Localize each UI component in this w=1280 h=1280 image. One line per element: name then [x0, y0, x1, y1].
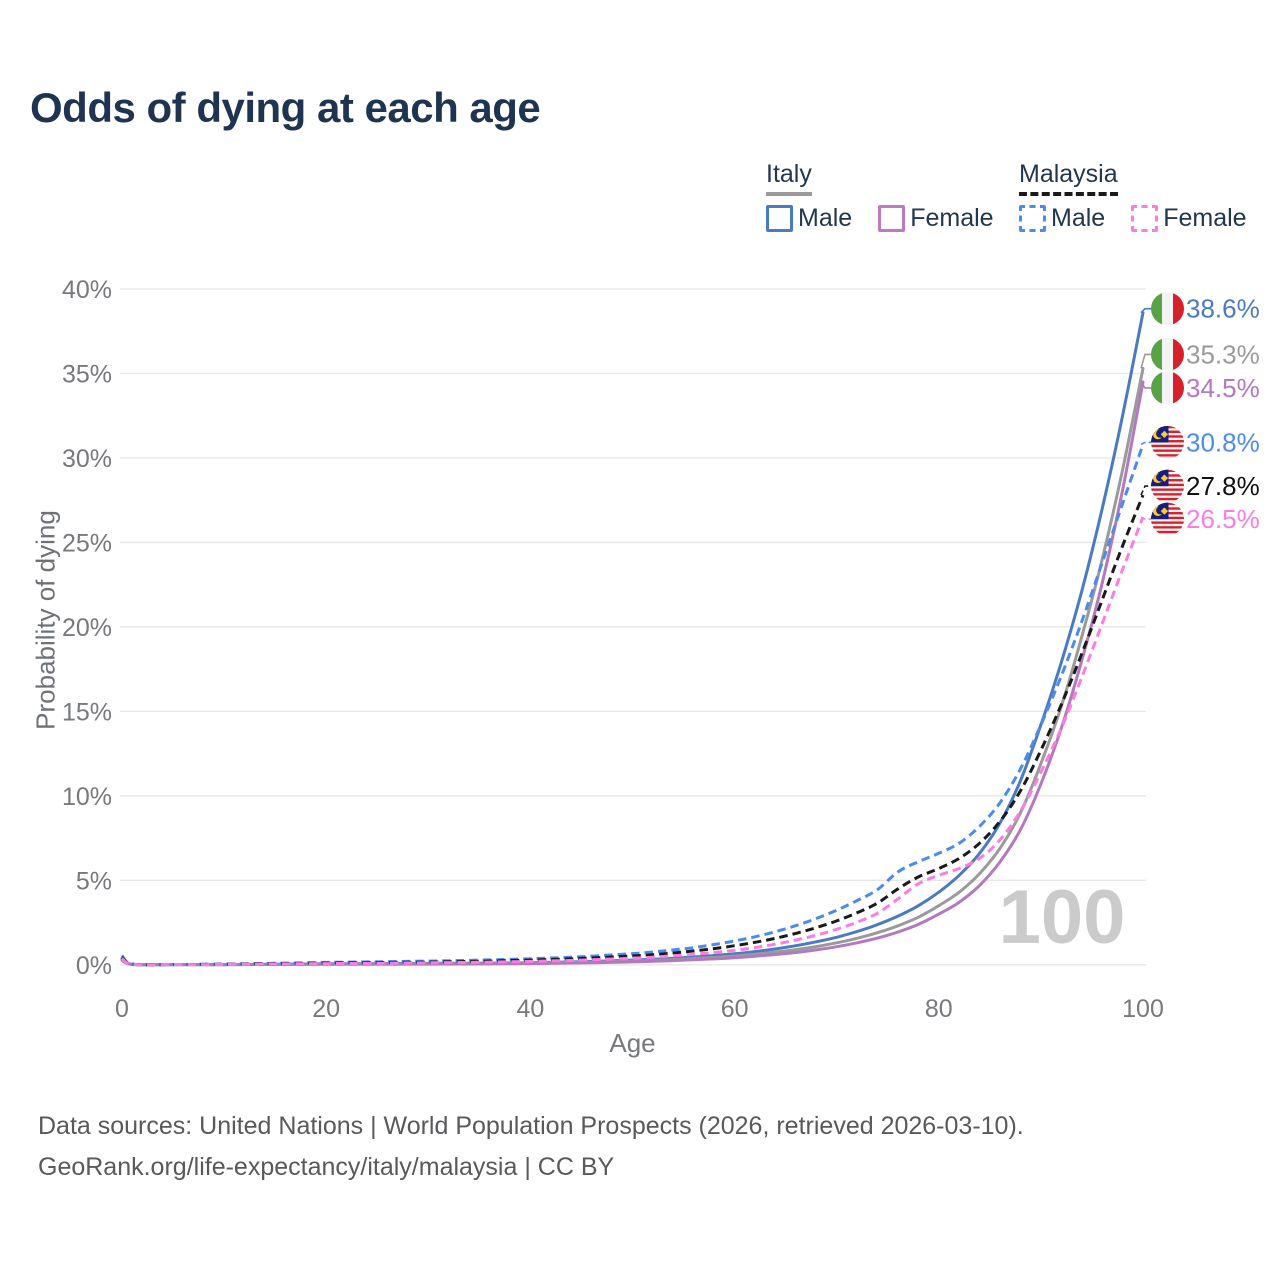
y-tick-30%: 30% [62, 445, 112, 473]
legend-item-malaysia-male[interactable]: Male [1019, 204, 1105, 233]
end-label-malaysia: 27.8% [1186, 471, 1260, 501]
y-tick-5%: 5% [76, 867, 112, 895]
flag-italy-icon [1151, 337, 1184, 371]
legend-row-malaysia: Male Female [1019, 204, 1247, 233]
leader-italy-male [1140, 307, 1151, 314]
data-source-line: Data sources: United Nations | World Pop… [38, 1112, 1024, 1140]
flag-malaysia-icon [1151, 469, 1184, 503]
legend-item-italy-male[interactable]: Male [766, 204, 852, 233]
legend-swatch-malaysia-male-icon [1019, 205, 1046, 232]
legend-country-italy[interactable]: Italy [766, 160, 812, 196]
legend-swatch-malaysia-female-icon [1131, 205, 1159, 232]
end-label-italy: 35.3% [1186, 339, 1260, 369]
y-tick-35%: 35% [62, 361, 112, 389]
line-malaysia-female[interactable] [121, 516, 1145, 967]
leader-malaysia-female [1140, 516, 1151, 520]
legend-group-malaysia: Malaysia Male Female [1019, 160, 1247, 233]
y-tick-15%: 15% [62, 698, 112, 726]
x-tick-100: 100 [1122, 995, 1164, 1023]
x-tick-20: 20 [312, 995, 340, 1023]
watermark-age: 100 [999, 875, 1126, 960]
leader-malaysia-male [1140, 441, 1151, 446]
data-source-note: Data sources: United Nations | World Pop… [38, 1106, 1024, 1188]
y-tick-25%: 25% [62, 529, 112, 557]
legend-swatch-italy-female-icon [878, 205, 906, 232]
legend-item-malaysia-female[interactable]: Female [1131, 204, 1247, 233]
legend-row-italy: Male Female [766, 204, 994, 233]
flag-italy-icon [1151, 292, 1184, 326]
legend-country-malaysia[interactable]: Malaysia [1019, 160, 1118, 196]
flag-italy-icon [1151, 371, 1184, 405]
leader-malaysia [1140, 485, 1151, 496]
x-tick-80: 80 [925, 995, 953, 1023]
line-malaysia[interactable] [120, 494, 1145, 967]
legend-item-label: Male [1051, 204, 1106, 232]
line-malaysia-male[interactable] [120, 443, 1145, 967]
line-italy-male[interactable] [120, 311, 1145, 967]
legend-swatch-italy-male-icon [766, 205, 793, 232]
x-axis-title: Age [609, 1028, 656, 1058]
attribution-line: GeoRank.org/life-expectancy/italy/malays… [38, 1153, 615, 1181]
y-tick-20%: 20% [62, 614, 112, 642]
end-label-italy-male: 38.6% [1186, 294, 1260, 324]
legend-item-label: Female [1163, 204, 1247, 232]
legend-item-label: Female [910, 204, 994, 232]
end-label-italy-female: 34.5% [1186, 373, 1260, 403]
page-title: Odds of dying at each age [30, 84, 541, 131]
x-tick-0: 0 [115, 995, 129, 1023]
leader-italy [1140, 353, 1151, 369]
legend-item-label: Male [798, 204, 853, 232]
line-italy-female[interactable] [120, 380, 1145, 967]
legend-group-italy: Italy Male Female [766, 160, 994, 233]
end-label-malaysia-male: 30.8% [1186, 427, 1260, 457]
y-tick-40%: 40% [62, 276, 112, 304]
x-tick-60: 60 [721, 995, 749, 1023]
y-tick-0%: 0% [76, 952, 112, 980]
x-tick-40: 40 [516, 995, 544, 1023]
y-tick-10%: 10% [62, 783, 112, 811]
flag-malaysia-icon [1151, 502, 1184, 536]
leader-italy-female [1140, 381, 1151, 389]
end-label-malaysia-female: 26.5% [1186, 504, 1260, 534]
legend-item-italy-female[interactable]: Female [878, 204, 994, 233]
flag-malaysia-icon [1151, 425, 1184, 459]
